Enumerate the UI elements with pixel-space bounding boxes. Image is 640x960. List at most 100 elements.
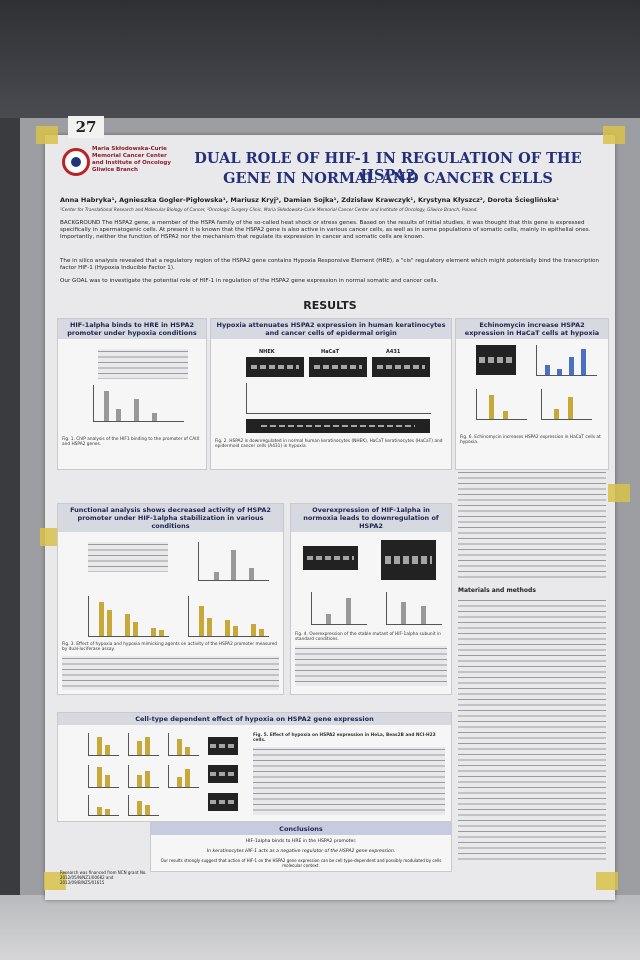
bar xyxy=(152,413,157,421)
bar xyxy=(159,630,164,636)
caption: Fig. 2. HSPA2 is downregulated in normal… xyxy=(215,439,443,450)
panel-heading: Hypoxia attenuates HSPA2 expression in h… xyxy=(211,319,451,339)
bar xyxy=(326,614,331,624)
conclusions: Conclusions HIF-1alpha binds to HRE in t… xyxy=(150,822,452,872)
conclusion-item: HIF-1alpha binds to HRE in the HSPA2 pro… xyxy=(245,839,357,844)
bar xyxy=(568,397,573,419)
funding: Research was financed from NCN grant No.… xyxy=(60,870,147,885)
chart xyxy=(198,542,269,581)
caption: Fig. 4. Overexpression of the stable mut… xyxy=(295,632,441,643)
chart xyxy=(128,733,159,756)
affiliations: ¹Center for Translational Research and M… xyxy=(60,208,478,213)
caption: Fig. 6. Echinomycin increases HSPA2 expr… xyxy=(460,435,601,446)
chart xyxy=(88,795,119,816)
panel: Overexpression of HIF-1alpha in normoxia… xyxy=(290,503,452,695)
bar xyxy=(545,365,550,375)
chart xyxy=(88,596,169,637)
blot xyxy=(309,357,367,377)
caption-text xyxy=(253,747,445,815)
chart xyxy=(386,592,442,625)
bar xyxy=(185,747,190,755)
bar xyxy=(137,801,142,815)
tape xyxy=(596,872,618,890)
tape xyxy=(603,126,625,144)
title: GENE IN NORMAL AND CANCER CELLS xyxy=(223,170,553,187)
bar xyxy=(233,626,238,636)
blot xyxy=(372,357,430,377)
tape xyxy=(44,872,66,890)
diagram xyxy=(98,349,188,379)
panel: HIF-1alpha binds to HRE in HSPA2 promote… xyxy=(57,318,207,470)
bar xyxy=(177,739,182,755)
bar xyxy=(185,769,190,787)
conclusion-item: In keratinocytes HIF-1 acts as a negativ… xyxy=(206,849,396,854)
background-text: BACKGROUND The HSPA2 gene, a member of t… xyxy=(60,220,591,241)
bar xyxy=(105,745,110,755)
blot xyxy=(208,793,238,811)
bar xyxy=(581,349,586,375)
chart xyxy=(168,733,199,756)
bar xyxy=(214,572,219,580)
tape xyxy=(40,528,62,546)
bar xyxy=(134,399,139,421)
panel-heading: Echinomycin increase HSPA2 expression in… xyxy=(456,319,608,339)
column-label: A431 xyxy=(386,349,401,355)
caption: Fig. 3. Effect of hypoxia and hypoxia mi… xyxy=(62,642,277,653)
institute-name: Maria Skłodowska-Curie Memorial Cancer C… xyxy=(92,146,171,173)
bar xyxy=(125,614,130,636)
chart xyxy=(188,596,269,637)
panel: Hypoxia attenuates HSPA2 expression in h… xyxy=(210,318,452,470)
panel-heading: HIF-1alpha binds to HRE in HSPA2 promote… xyxy=(58,319,206,339)
bar xyxy=(105,809,110,815)
bar xyxy=(401,602,406,624)
panel-heading: Overexpression of HIF-1alpha in normoxia… xyxy=(291,504,451,532)
bar xyxy=(346,598,351,624)
panel: Echinomycin increase HSPA2 expression in… xyxy=(455,318,609,470)
chart xyxy=(536,345,597,376)
panel: Cell-type dependent effect of hypoxia on… xyxy=(57,712,452,822)
caption-text xyxy=(62,656,279,690)
bar xyxy=(199,606,204,636)
bar xyxy=(107,610,112,636)
bar xyxy=(421,606,426,624)
tape xyxy=(608,484,630,502)
panel-heading: Cell-type dependent effect of hypoxia on… xyxy=(58,713,451,725)
bar xyxy=(133,622,138,636)
chart xyxy=(88,765,119,788)
results-heading: RESULTS xyxy=(303,299,357,312)
methods-heading: Materials and methods xyxy=(458,587,536,594)
bar xyxy=(145,737,150,755)
chart xyxy=(541,389,592,420)
bar xyxy=(137,741,142,755)
bar xyxy=(97,807,102,815)
conclusion-item: Our results strongly suggest that action… xyxy=(160,858,442,868)
conclusions-heading: Conclusions xyxy=(151,823,451,835)
caption: Fig. 5. Effect of hypoxia on HSPA2 expre… xyxy=(253,733,436,744)
chart xyxy=(168,765,199,788)
bar xyxy=(489,395,494,419)
blot xyxy=(381,540,436,580)
bar xyxy=(225,620,230,636)
bar xyxy=(99,602,104,636)
chart xyxy=(88,733,119,756)
blot xyxy=(246,357,304,377)
column-label: NHEK xyxy=(259,349,275,355)
bar xyxy=(249,568,254,580)
title: DUAL ROLE OF HIF-1 IN REGULATION OF THE … xyxy=(194,150,582,184)
blot xyxy=(476,345,516,375)
logo xyxy=(62,148,90,176)
wall xyxy=(0,0,640,118)
board-number: 27 xyxy=(68,116,104,138)
bar xyxy=(145,771,150,787)
chart xyxy=(311,592,367,625)
methods-text xyxy=(458,598,606,863)
bar xyxy=(116,409,121,421)
chart xyxy=(476,389,527,420)
chart xyxy=(246,383,431,414)
authors: Anna Habryka¹, Agnieszka Gogler-Pigłowsk… xyxy=(60,196,560,204)
body-text xyxy=(458,470,606,580)
bar xyxy=(145,805,150,815)
floor xyxy=(0,895,640,960)
bar xyxy=(231,550,236,580)
